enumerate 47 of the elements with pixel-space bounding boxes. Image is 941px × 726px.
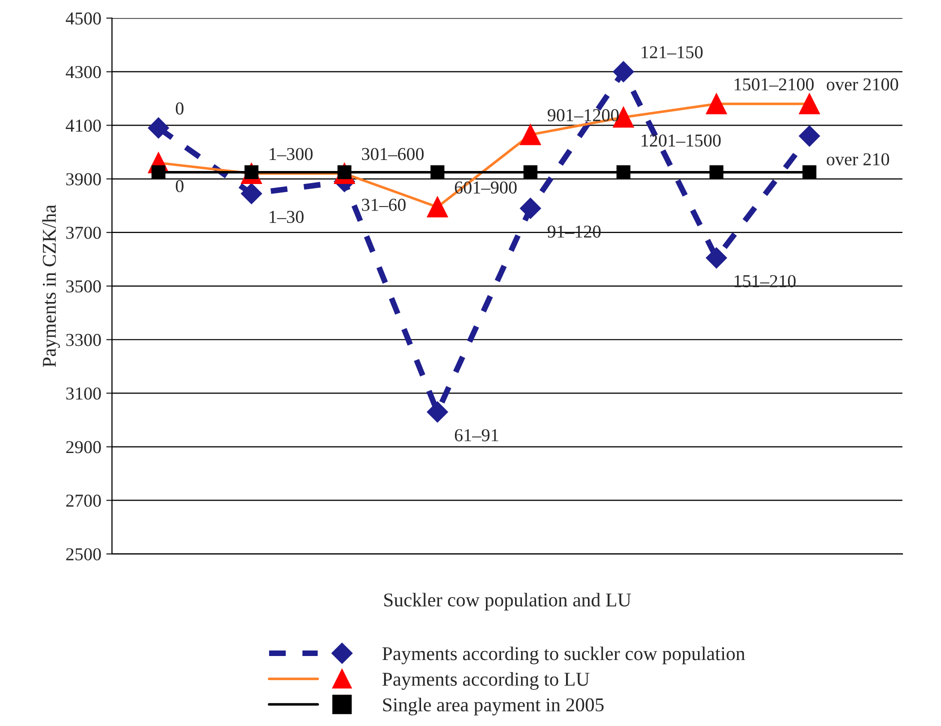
legend-label: Payments according to LU bbox=[382, 672, 590, 690]
y-tick-label: 4500 bbox=[66, 12, 101, 25]
y-tick-label: 2700 bbox=[66, 494, 101, 507]
y-tick-label: 3700 bbox=[66, 226, 101, 239]
annotation: 1501–2100 bbox=[734, 78, 814, 90]
annotation: 0 bbox=[176, 180, 184, 192]
point bbox=[148, 117, 169, 138]
annotation: 1–30 bbox=[270, 210, 304, 223]
y-axis-title: Payments in CZK/ha bbox=[42, 204, 60, 368]
x-axis-title: Suckler cow population and LU bbox=[384, 592, 631, 610]
annotation: 61–91 bbox=[454, 429, 498, 442]
annotation: 301–600 bbox=[362, 148, 424, 160]
y-tick-label: 3300 bbox=[66, 334, 101, 346]
annotation: 151–210 bbox=[734, 275, 796, 288]
point bbox=[799, 93, 820, 114]
annotation: over 2100 bbox=[826, 78, 898, 90]
point bbox=[612, 61, 634, 82]
annotation: 121–150 bbox=[642, 46, 703, 58]
y-tick-label: 3900 bbox=[66, 173, 101, 186]
y-tick-label: 3500 bbox=[66, 280, 101, 292]
point bbox=[616, 165, 630, 180]
annotation: 1–300 bbox=[270, 148, 313, 160]
annotation: 901–1200 bbox=[548, 109, 619, 122]
y-tick-label: 4100 bbox=[66, 120, 101, 132]
y-tick-label: 2900 bbox=[66, 441, 101, 454]
point bbox=[524, 165, 538, 180]
y-tick-label: 2500 bbox=[66, 548, 101, 560]
annotation: 31–60 bbox=[362, 198, 406, 211]
point bbox=[426, 401, 448, 422]
point bbox=[709, 165, 724, 180]
point bbox=[427, 196, 448, 218]
point bbox=[520, 198, 541, 219]
point bbox=[152, 165, 166, 180]
y-tick-label: 4300 bbox=[66, 66, 101, 78]
annotation: 0 bbox=[176, 102, 184, 115]
point bbox=[430, 165, 444, 180]
legend-label: Payments according to suckler cow population bbox=[382, 646, 745, 664]
point bbox=[706, 93, 727, 114]
point bbox=[520, 124, 541, 146]
annotation: 1201–1500 bbox=[642, 134, 721, 147]
legend-label: Single area payment in 2005 bbox=[383, 698, 604, 716]
point bbox=[802, 165, 816, 180]
point bbox=[706, 247, 727, 268]
point bbox=[240, 183, 262, 204]
point bbox=[798, 126, 820, 147]
annotation: over 210 bbox=[826, 153, 890, 166]
y-tick-label: 3100 bbox=[66, 387, 101, 400]
